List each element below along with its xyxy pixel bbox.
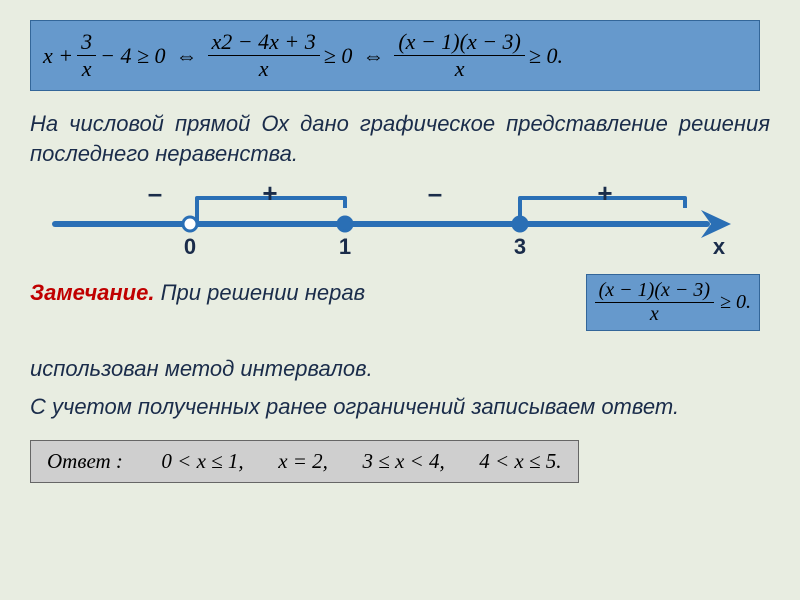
frac-factored-over-x: (x − 1)(x − 3) x <box>394 29 525 82</box>
number-line-diagram: 0 1 3 – + – + х <box>45 176 755 266</box>
number-line-svg: 0 1 3 – + – + х <box>45 176 755 266</box>
term3-rhs: ≥ 0. <box>529 43 563 69</box>
frac-quad-over-x: x2 − 4x + 3 x <box>208 29 320 82</box>
answer-part-3: 3 ≤ x < 4, <box>362 449 444 473</box>
method-paragraph: использован метод интервалов. <box>30 354 770 384</box>
remark-label: Замечание. <box>30 280 154 305</box>
description-paragraph: На числовой прямой Ох дано графическое п… <box>30 109 770 168</box>
answer-part-1: 0 < x ≤ 1, <box>161 449 243 473</box>
term1-lhs: x + <box>43 43 73 69</box>
term2-rhs: ≥ 0 <box>324 43 353 69</box>
svg-text:+: + <box>597 178 612 208</box>
svg-text:1: 1 <box>339 234 351 259</box>
svg-text:3: 3 <box>514 234 526 259</box>
svg-text:–: – <box>428 178 442 208</box>
remark-row: Замечание. При решении нерав (x − 1)(x −… <box>30 280 770 338</box>
float-frac: (x − 1)(x − 3) x <box>595 279 714 326</box>
answer-box: Ответ : 0 < x ≤ 1, x = 2, 3 ≤ x < 4, 4 <… <box>30 440 579 483</box>
conclusion-paragraph: С учетом полученных ранее ограничений за… <box>30 392 770 422</box>
svg-text:–: – <box>148 178 162 208</box>
answer-part-4: 4 < x ≤ 5. <box>479 449 561 473</box>
term1-rhs: − 4 ≥ 0 <box>100 43 165 69</box>
frac-3-over-x: 3 x <box>77 29 96 82</box>
float-rhs: ≥ 0. <box>720 291 751 314</box>
iff-1: ⇔ <box>176 43 198 69</box>
iff-2: ⇔ <box>362 43 384 69</box>
floating-inequality-box: (x − 1)(x − 3) x ≥ 0. <box>586 274 760 331</box>
remark-text: При решении нерав <box>154 280 365 305</box>
answer-part-2: x = 2, <box>278 449 328 473</box>
main-inequality-box: x + 3 x − 4 ≥ 0 ⇔ x2 − 4x + 3 x ≥ 0 ⇔ (x… <box>30 20 760 91</box>
svg-text:0: 0 <box>184 234 196 259</box>
svg-text:х: х <box>713 234 726 259</box>
answer-label: Ответ : <box>47 449 123 473</box>
svg-text:+: + <box>262 178 277 208</box>
